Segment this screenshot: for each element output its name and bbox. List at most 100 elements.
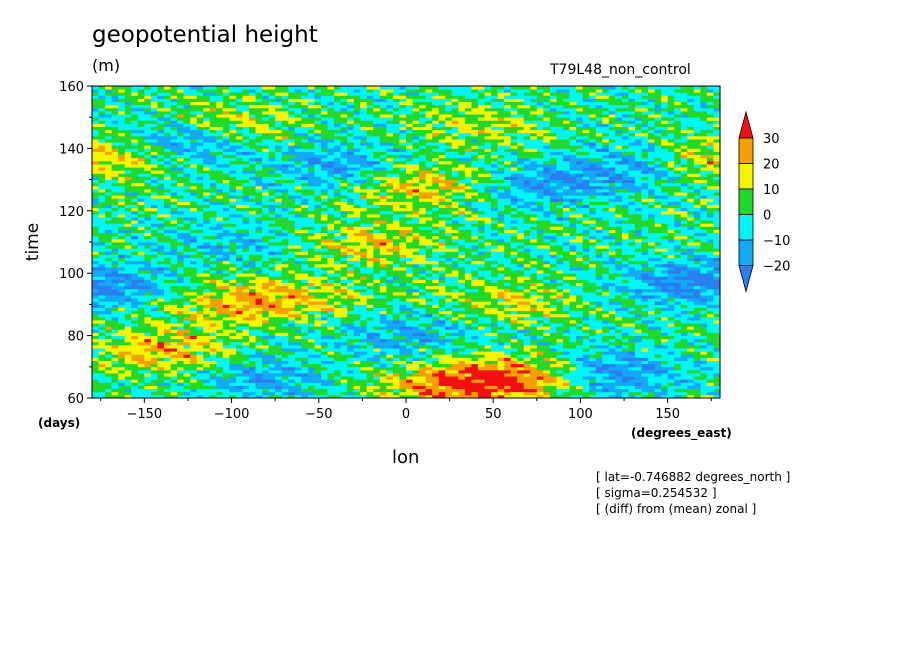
heatmap-cell — [648, 238, 656, 243]
heatmap-cell — [137, 238, 145, 243]
heatmap-cell — [654, 266, 662, 271]
heatmap-cell — [582, 251, 590, 255]
heatmap-cell — [556, 344, 564, 349]
heatmap-cell — [118, 332, 126, 336]
heatmap-cell — [556, 301, 564, 305]
heatmap-cell — [275, 285, 283, 290]
heatmap-cell — [118, 304, 126, 308]
heatmap-cell — [661, 235, 669, 240]
heatmap-cell — [262, 270, 270, 274]
heatmap-cell — [700, 260, 708, 265]
heatmap-cell — [229, 298, 237, 302]
heatmap-cell — [595, 251, 603, 255]
heatmap-cell — [654, 391, 662, 396]
heatmap-cell — [334, 394, 342, 399]
heatmap-cell — [288, 282, 296, 287]
heatmap-cell — [255, 388, 263, 393]
heatmap-cell — [438, 266, 446, 271]
heatmap-cell — [582, 382, 590, 386]
heatmap-cell — [144, 251, 152, 255]
heatmap-cell — [98, 282, 106, 287]
heatmap-cell — [203, 357, 211, 361]
heatmap-cell — [706, 335, 715, 340]
heatmap-cell — [288, 360, 296, 365]
heatmap-cell — [634, 344, 643, 349]
heatmap-cell — [392, 313, 401, 318]
heatmap-cell — [105, 360, 113, 365]
heatmap-cell — [510, 301, 518, 305]
heatmap-cell — [425, 266, 433, 271]
heatmap-cell — [412, 251, 420, 255]
heatmap-cell — [589, 310, 597, 315]
heatmap-cell — [163, 245, 172, 249]
heatmap-cell — [118, 273, 126, 277]
heatmap-cell — [340, 307, 348, 312]
heatmap-cell — [445, 360, 453, 365]
heatmap-cell — [425, 335, 433, 340]
heatmap-cell — [595, 354, 603, 358]
heatmap-cell — [124, 238, 132, 243]
heatmap-cell — [674, 301, 682, 305]
heatmap-cell — [131, 270, 139, 274]
heatmap-cell — [327, 360, 335, 365]
heatmap-cell — [582, 357, 590, 361]
heatmap-cell — [628, 344, 636, 349]
heatmap-cell — [451, 245, 459, 249]
heatmap-cell — [661, 291, 669, 296]
heatmap-cell — [602, 238, 610, 243]
heatmap-cell — [327, 307, 335, 312]
heatmap-cell — [510, 254, 518, 258]
heatmap-cell — [504, 376, 512, 380]
heatmap-cell — [530, 238, 538, 243]
heatmap-cell — [536, 242, 544, 246]
heatmap-cell — [693, 320, 701, 324]
heatmap-cell — [536, 270, 544, 274]
heatmap-cell — [366, 307, 374, 312]
heatmap-cell — [530, 388, 538, 393]
heatmap-cell — [517, 373, 525, 377]
heatmap-cell — [477, 376, 486, 380]
heatmap-cell — [517, 363, 525, 368]
heatmap-cell — [419, 301, 427, 305]
heatmap-cell — [347, 251, 355, 255]
heatmap-cell — [183, 263, 191, 268]
heatmap-cell — [661, 335, 669, 340]
heatmap-cell — [157, 316, 165, 321]
heatmap-cell — [373, 238, 381, 243]
heatmap-cell — [608, 348, 616, 352]
heatmap-cell — [360, 238, 368, 243]
heatmap-cell — [497, 313, 505, 318]
heatmap-cell — [366, 273, 374, 277]
heatmap-cell — [216, 320, 224, 324]
heatmap-cell — [458, 295, 466, 299]
heatmap-cell — [235, 254, 244, 258]
heatmap-cell — [320, 251, 329, 255]
heatmap-cell — [438, 338, 446, 343]
heatmap-cell — [314, 285, 322, 290]
heatmap-cell — [366, 245, 374, 249]
heatmap-cell — [563, 344, 571, 349]
heatmap-cell — [334, 276, 342, 280]
heatmap-cell — [700, 335, 708, 340]
heatmap-cell — [523, 363, 531, 368]
heatmap-cell — [419, 379, 427, 383]
heatmap-cell — [700, 313, 708, 318]
heatmap-cell — [360, 310, 368, 315]
heatmap-cell — [327, 257, 335, 262]
heatmap-cell — [347, 248, 355, 252]
heatmap-cell — [700, 288, 708, 293]
heatmap-cell — [491, 344, 499, 349]
heatmap-cell — [314, 242, 322, 246]
heatmap-cell — [569, 391, 577, 396]
heatmap-cell — [242, 276, 250, 280]
heatmap-cell — [477, 379, 486, 383]
heatmap-cell — [196, 366, 204, 371]
heatmap-cell — [576, 351, 584, 355]
heatmap-cell — [484, 391, 492, 396]
heatmap-cell — [661, 260, 669, 265]
heatmap-cell — [281, 357, 289, 361]
heatmap-cell — [353, 313, 361, 318]
heatmap-cell — [464, 266, 473, 271]
heatmap-cell — [353, 260, 361, 265]
heatmap-cell — [320, 338, 329, 343]
